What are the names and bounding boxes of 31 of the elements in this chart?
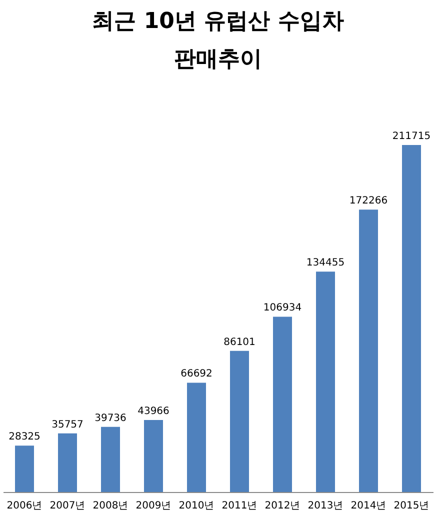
- bar: [58, 433, 77, 492]
- chart-title: 최근 10년 유럽산 수입차 판매추이: [92, 9, 344, 72]
- bar: [187, 382, 206, 492]
- x-tick-label: 2015년: [394, 500, 430, 512]
- x-tick-label: 2010년: [178, 500, 214, 512]
- x-tick-label: 2007년: [50, 500, 86, 512]
- data-label: 211715: [392, 131, 431, 142]
- x-tick-label: 2012년: [264, 500, 300, 512]
- data-label: 172266: [349, 196, 388, 207]
- data-label: 134455: [306, 258, 345, 269]
- bar: [144, 420, 163, 492]
- bar: [230, 350, 249, 492]
- data-label: 28325: [8, 432, 40, 443]
- bar: [359, 210, 378, 492]
- data-label: 86101: [224, 336, 256, 348]
- x-tick-label: 2009년: [136, 500, 172, 512]
- data-label: 43966: [138, 406, 170, 417]
- data-label: 106934: [263, 302, 302, 314]
- bar: [101, 426, 120, 492]
- data-label: 39736: [94, 412, 126, 424]
- bar: [316, 272, 335, 492]
- data-label: 66692: [180, 368, 212, 380]
- x-tick-label: 2014년: [350, 500, 386, 512]
- bar: [402, 145, 421, 492]
- bar: [273, 316, 292, 492]
- x-tick-label: 2008년: [92, 500, 128, 512]
- bar: [15, 446, 34, 492]
- x-tick-label: 2011년: [222, 500, 258, 512]
- x-tick-label: 2006년: [6, 500, 42, 512]
- x-tick-label: 2013년: [308, 500, 344, 512]
- data-label: 35757: [52, 419, 84, 430]
